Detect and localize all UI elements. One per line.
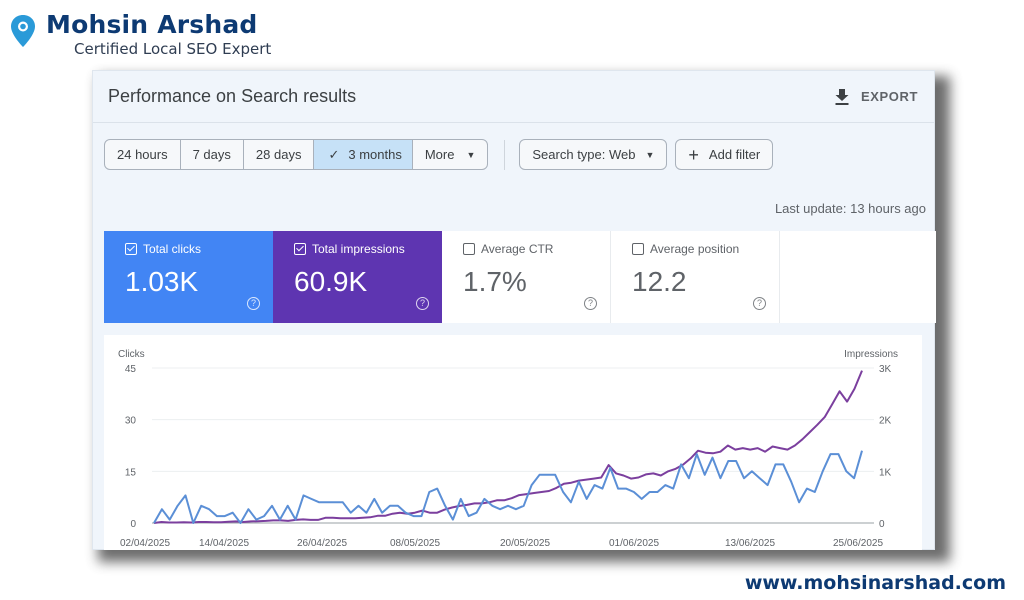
add-filter-button[interactable]: + Add filter (675, 139, 774, 170)
metric-card-average-ctr[interactable]: Average CTR 1.7% ? (442, 231, 611, 323)
x-tick-label: 25/06/2025 (833, 538, 883, 549)
date-range-7-days[interactable]: 7 days (181, 140, 244, 169)
series-impressions-line (153, 370, 863, 524)
last-update-text: Last update: 13 hours ago (774, 201, 926, 216)
filter-bar: 24 hours 7 days 28 days ✓ 3 months More … (104, 139, 781, 170)
check-icon: ✓ (328, 146, 340, 162)
left-tick-label: 30 (125, 416, 137, 427)
right-tick-label: 1K (879, 467, 892, 478)
export-label: EXPORT (860, 89, 918, 104)
checkbox-checked-icon[interactable] (125, 243, 137, 255)
right-tick-label: 2K (879, 416, 892, 427)
x-tick-label: 20/05/2025 (500, 538, 550, 549)
date-range-3-months[interactable]: ✓ 3 months (314, 140, 413, 169)
left-axis-label: Clicks (118, 349, 145, 360)
x-tick-label: 02/04/2025 (120, 538, 170, 549)
website-url[interactable]: www.mohsinarshad.com (744, 572, 1006, 594)
x-tick-label: 13/06/2025 (725, 538, 775, 549)
right-tick-label: 0 (879, 519, 885, 530)
left-tick-label: 45 (125, 364, 137, 375)
performance-panel: Performance on Search results EXPORT 24 … (92, 70, 936, 550)
download-icon (835, 88, 849, 105)
help-icon[interactable]: ? (247, 297, 260, 310)
metric-value: 1.03K (125, 266, 199, 297)
line-chart: Clicks Impressions 0 0 15 1K 30 2K 45 3K 02/04/202… (118, 349, 898, 549)
help-icon[interactable]: ? (416, 297, 429, 310)
left-tick-label: 0 (130, 519, 136, 530)
plus-icon: + (688, 144, 699, 165)
date-range-selector: 24 hours 7 days 28 days ✓ 3 months More … (104, 139, 489, 170)
checkbox-checked-icon[interactable] (294, 243, 306, 255)
location-pin-icon (11, 15, 35, 47)
metric-cards: Total clicks 1.03K ? Total impressions 6… (104, 231, 936, 323)
metric-card-average-position[interactable]: Average position 12.2 ? (611, 231, 780, 323)
checkbox-unchecked-icon[interactable] (463, 243, 475, 255)
metric-value: 60.9K (294, 266, 368, 297)
brand-tagline: Certified Local SEO Expert (74, 40, 272, 58)
right-axis-label: Impressions (844, 349, 898, 360)
checkbox-unchecked-icon[interactable] (632, 243, 644, 255)
dropdown-caret-icon: ▼ (466, 149, 476, 160)
metric-value: 12.2 (632, 266, 687, 297)
metric-card-total-clicks[interactable]: Total clicks 1.03K ? (104, 231, 273, 323)
search-type-dropdown[interactable]: Search type: Web ▼ (519, 139, 668, 170)
performance-chart: Clicks Impressions 0 0 15 1K 30 2K 45 3K 02/04/202… (104, 335, 922, 550)
page-title: Performance on Search results (108, 86, 357, 106)
date-range-24-hours[interactable]: 24 hours (105, 140, 181, 169)
right-tick-label: 3K (879, 364, 892, 375)
export-button[interactable]: EXPORT (835, 88, 918, 105)
help-icon[interactable]: ? (584, 297, 597, 310)
brand-name: Mohsin Arshad (46, 10, 258, 39)
filter-divider (504, 139, 506, 170)
x-tick-label: 01/06/2025 (609, 538, 659, 549)
panel-header: Performance on Search results EXPORT (93, 71, 934, 123)
date-range-28-days[interactable]: 28 days (244, 140, 315, 169)
series-clicks-line (153, 450, 863, 524)
brand-header: Mohsin Arshad Certified Local SEO Expert (10, 10, 271, 58)
dropdown-caret-icon: ▼ (645, 149, 655, 160)
x-tick-label: 26/04/2025 (297, 538, 347, 549)
metric-card-total-impressions[interactable]: Total impressions 60.9K ? (273, 231, 442, 323)
x-tick-label: 14/04/2025 (199, 538, 249, 549)
x-tick-label: 08/05/2025 (390, 538, 440, 549)
metric-value: 1.7% (463, 266, 527, 297)
date-range-more[interactable]: More ▼ (424, 147, 476, 162)
metric-cards-spacer (780, 231, 936, 323)
help-icon[interactable]: ? (753, 297, 766, 310)
left-tick-label: 15 (125, 467, 137, 478)
